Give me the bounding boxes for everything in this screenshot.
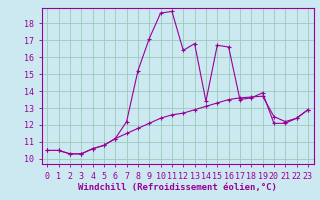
- X-axis label: Windchill (Refroidissement éolien,°C): Windchill (Refroidissement éolien,°C): [78, 183, 277, 192]
